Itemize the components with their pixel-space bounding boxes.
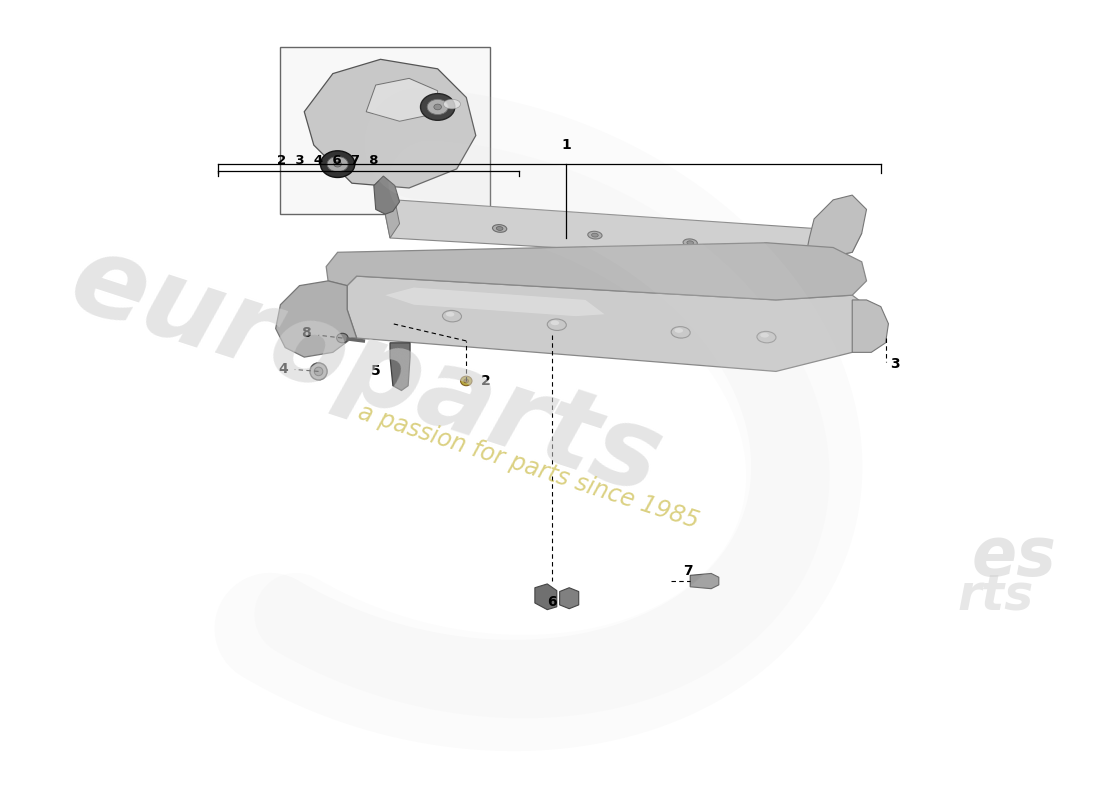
Ellipse shape bbox=[320, 150, 355, 178]
Text: europarts: europarts bbox=[57, 226, 674, 517]
Text: 2: 2 bbox=[481, 374, 491, 388]
Polygon shape bbox=[385, 200, 861, 262]
Ellipse shape bbox=[461, 376, 472, 386]
Ellipse shape bbox=[333, 162, 341, 167]
Text: 8: 8 bbox=[301, 326, 311, 340]
Text: 3: 3 bbox=[890, 357, 900, 370]
Polygon shape bbox=[852, 300, 889, 352]
Ellipse shape bbox=[548, 319, 566, 330]
Polygon shape bbox=[535, 584, 557, 610]
Ellipse shape bbox=[327, 157, 348, 172]
Ellipse shape bbox=[493, 225, 507, 232]
Ellipse shape bbox=[760, 333, 769, 338]
Polygon shape bbox=[305, 59, 476, 188]
Ellipse shape bbox=[683, 239, 697, 246]
Polygon shape bbox=[804, 195, 867, 262]
Polygon shape bbox=[560, 588, 579, 609]
Ellipse shape bbox=[442, 310, 462, 322]
Text: 4: 4 bbox=[278, 362, 288, 375]
Ellipse shape bbox=[671, 326, 690, 338]
Polygon shape bbox=[374, 176, 399, 214]
Text: a passion for parts since 1985: a passion for parts since 1985 bbox=[355, 400, 702, 534]
Polygon shape bbox=[385, 287, 604, 316]
Polygon shape bbox=[276, 281, 356, 357]
Text: 6: 6 bbox=[547, 595, 557, 610]
Ellipse shape bbox=[446, 312, 454, 317]
Text: 5: 5 bbox=[371, 365, 381, 378]
Polygon shape bbox=[390, 343, 410, 390]
Ellipse shape bbox=[443, 99, 461, 109]
Polygon shape bbox=[385, 200, 399, 238]
Ellipse shape bbox=[337, 334, 348, 343]
Ellipse shape bbox=[420, 94, 454, 120]
Ellipse shape bbox=[496, 226, 503, 230]
Ellipse shape bbox=[464, 379, 469, 383]
Ellipse shape bbox=[674, 328, 683, 333]
Ellipse shape bbox=[592, 234, 598, 237]
Ellipse shape bbox=[551, 321, 559, 325]
Text: 2  3  4  6  7  8: 2 3 4 6 7 8 bbox=[277, 154, 378, 166]
Ellipse shape bbox=[587, 231, 602, 239]
Ellipse shape bbox=[310, 363, 327, 380]
Polygon shape bbox=[348, 276, 871, 371]
Text: 7: 7 bbox=[683, 564, 693, 578]
Text: rts: rts bbox=[957, 571, 1033, 619]
Text: 1: 1 bbox=[561, 138, 571, 152]
Polygon shape bbox=[366, 78, 438, 122]
Ellipse shape bbox=[757, 331, 776, 343]
Ellipse shape bbox=[686, 241, 693, 245]
Polygon shape bbox=[690, 574, 718, 589]
Ellipse shape bbox=[315, 367, 322, 376]
Text: es: es bbox=[971, 524, 1057, 590]
Polygon shape bbox=[327, 242, 867, 300]
Ellipse shape bbox=[433, 104, 441, 110]
Bar bbox=[280, 47, 491, 214]
Ellipse shape bbox=[427, 99, 448, 114]
